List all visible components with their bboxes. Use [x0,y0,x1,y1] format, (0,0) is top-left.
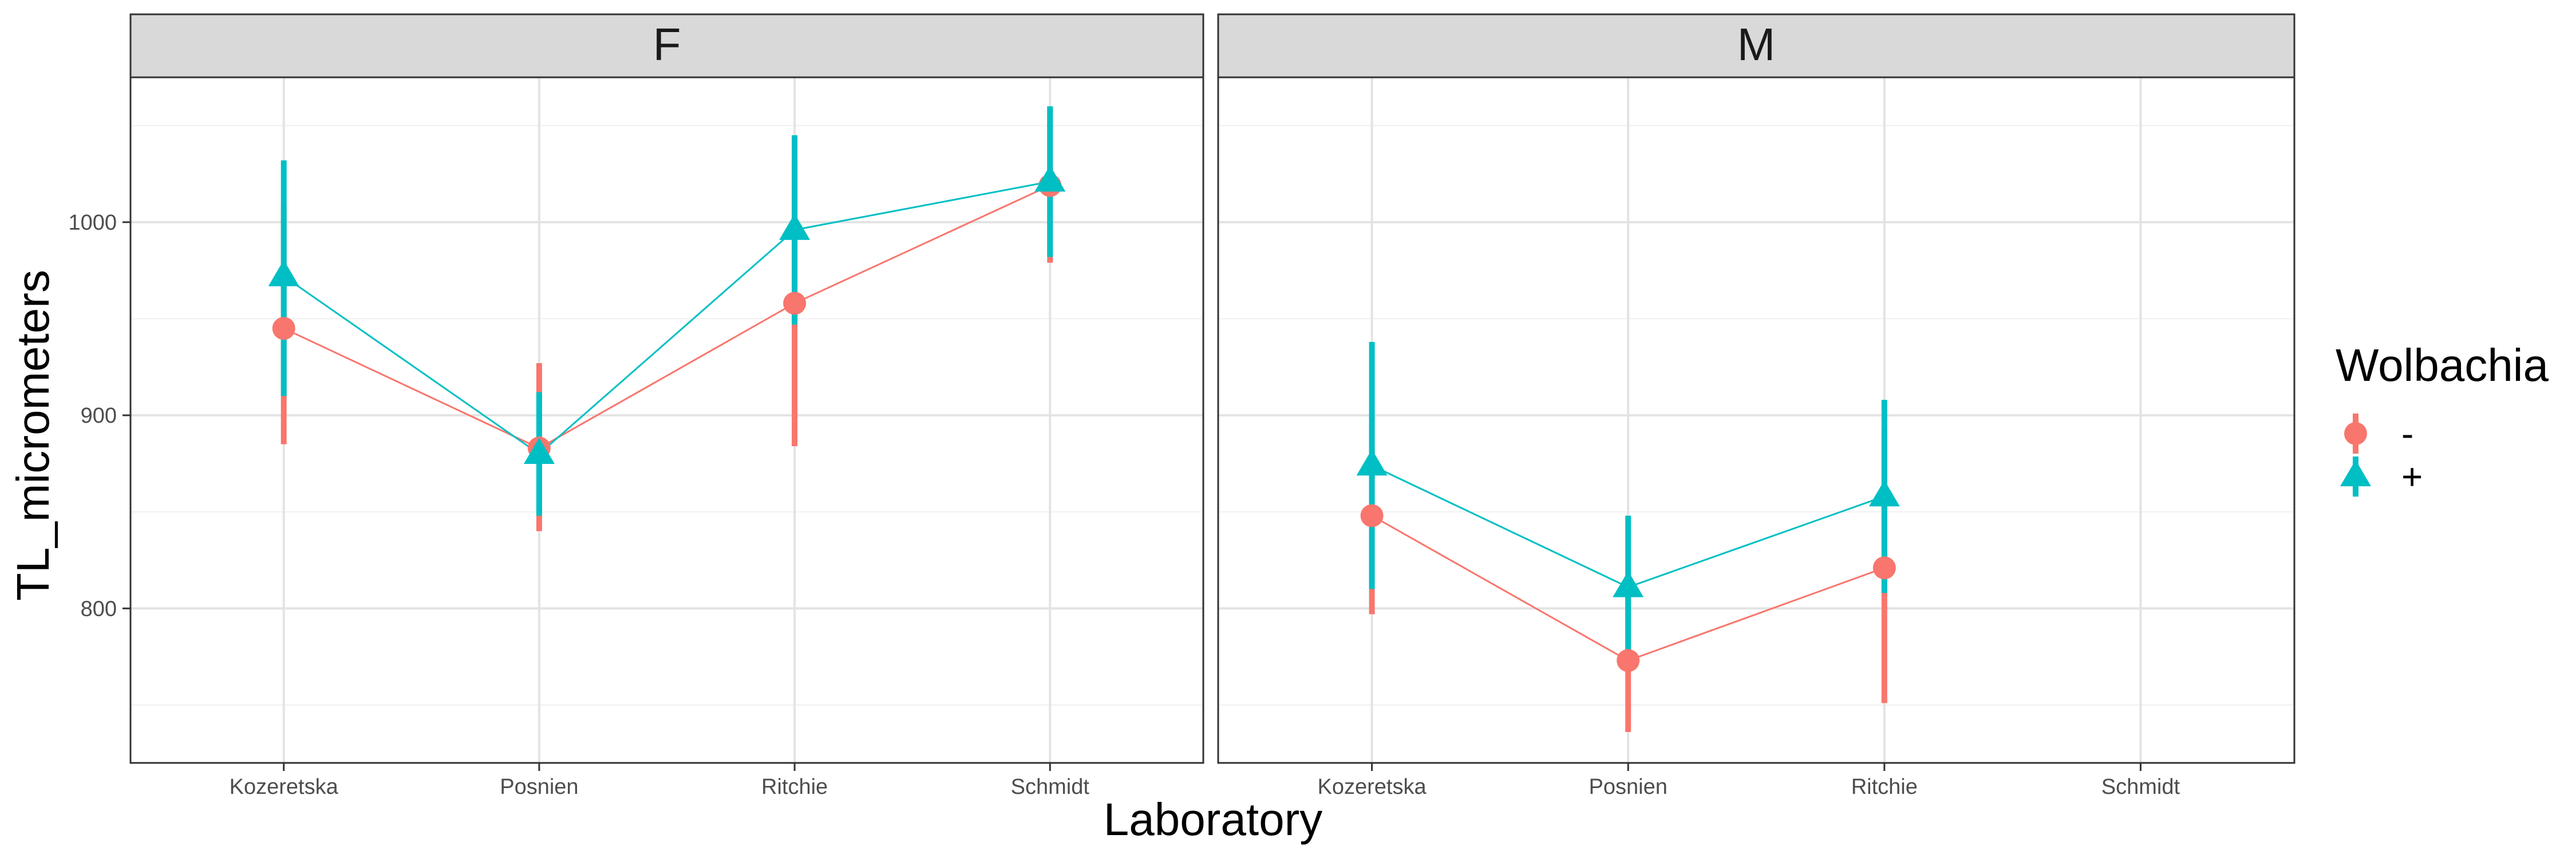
x-tick-label: Posnien [1589,775,1668,799]
data-point [272,317,295,340]
data-point [1868,480,1900,507]
data-point [1617,649,1640,672]
series-line-plus [283,180,1050,455]
facet-panel-M: M Kozeretska Posnien Ritchie Schmidt [1217,13,2296,799]
legend-key-label: - [2401,413,2413,454]
data-point [523,437,555,464]
data-point [779,213,811,240]
x-tick-label: Schmidt [1011,775,1090,799]
data-point [783,292,807,315]
legend: Wolbachia -+ [2336,340,2549,497]
facet-strip [1217,13,2296,78]
data-point [1356,449,1388,476]
legend-title: Wolbachia [2336,340,2549,391]
facet-strip-label: M [1737,19,1776,70]
data-point [1360,504,1384,528]
x-axis-title: Laboratory [1104,794,1322,845]
legend-key-label: + [2401,456,2423,497]
x-tick-label: Kozeretska [1318,775,1427,799]
legend-key-plus: + [2340,456,2423,497]
y-tick-label: 800 [81,597,117,621]
data-point [1613,570,1644,597]
y-axis-title: TL_micrometers [7,270,58,601]
data-point [1872,556,1896,580]
panels-layer: F Kozeretska Posnien Ritchie Schmidt 800 900 10… [68,13,2296,799]
x-tick-label: Ritchie [761,775,828,799]
facet-strip-label: F [653,19,681,70]
facet-panel-F: F Kozeretska Posnien Ritchie Schmidt 800 900 10… [68,13,1204,799]
x-tick-label: Posnien [500,775,578,799]
panel-background [131,77,1203,763]
y-tick-label: 1000 [68,211,117,235]
legend-key-symbol [2344,422,2367,445]
series-line-minus [283,184,1050,450]
data-point [1034,165,1066,192]
x-tick-label: Ritchie [1851,775,1918,799]
x-tick-label: Kozeretska [230,775,339,799]
legend-key-minus: - [2344,413,2413,454]
panel-background [1218,77,2294,763]
data-point [268,259,299,286]
x-tick-label: Schmidt [2101,775,2180,799]
legend-key-symbol [2340,460,2371,486]
legend-keys: -+ [2340,413,2423,497]
facet-strip [129,13,1204,78]
y-tick-label: 900 [81,404,117,428]
